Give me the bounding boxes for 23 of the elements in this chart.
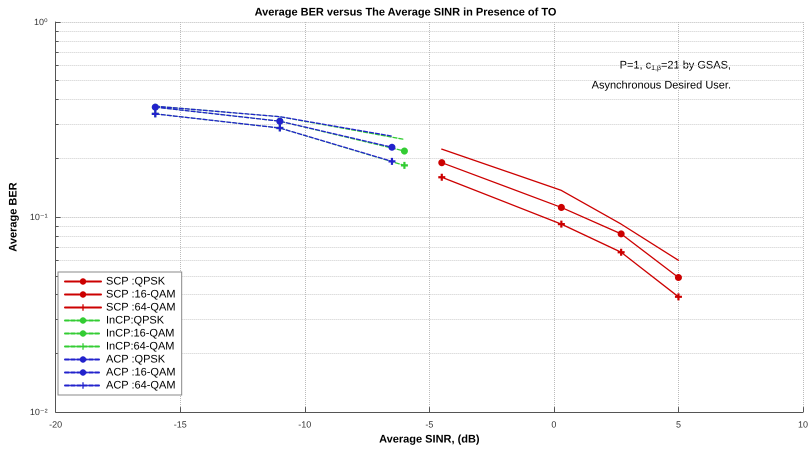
legend-label: SCP :64-QAM — [106, 302, 176, 314]
y-axis-title: Average BER — [8, 182, 20, 252]
y-tick-label: 10⁰ — [34, 17, 48, 27]
legend-label: InCP:16-QAM — [106, 328, 174, 340]
legend-label: ACP :16-QAM — [106, 366, 176, 378]
x-tick-label: -5 — [425, 420, 434, 430]
legend-label: InCP:QPSK — [106, 314, 165, 326]
legend-label: ACP :QPSK — [106, 354, 166, 366]
legend-label: ACP :64-QAM — [106, 380, 176, 392]
legend-label: SCP :16-QAM — [106, 288, 176, 300]
x-tick-label: 0 — [551, 420, 556, 430]
annotation: Asynchronous Desired User. — [592, 80, 732, 92]
legend-label: InCP:64-QAM — [106, 340, 174, 352]
x-tick-label: -20 — [49, 420, 62, 430]
x-tick-label: -10 — [298, 420, 312, 430]
x-tick-label: 10 — [798, 420, 808, 430]
y-tick-label: 10⁻¹ — [30, 212, 48, 222]
legend-label: SCP :QPSK — [106, 276, 166, 288]
x-axis-title: Average SINR, (dB) — [379, 434, 480, 446]
y-tick-label: 10⁻² — [30, 407, 48, 418]
chart-title: Average BER versus The Average SINR in Presence of TO — [254, 6, 557, 18]
x-tick-label: 5 — [676, 420, 681, 430]
x-tick-label: -15 — [174, 420, 187, 430]
